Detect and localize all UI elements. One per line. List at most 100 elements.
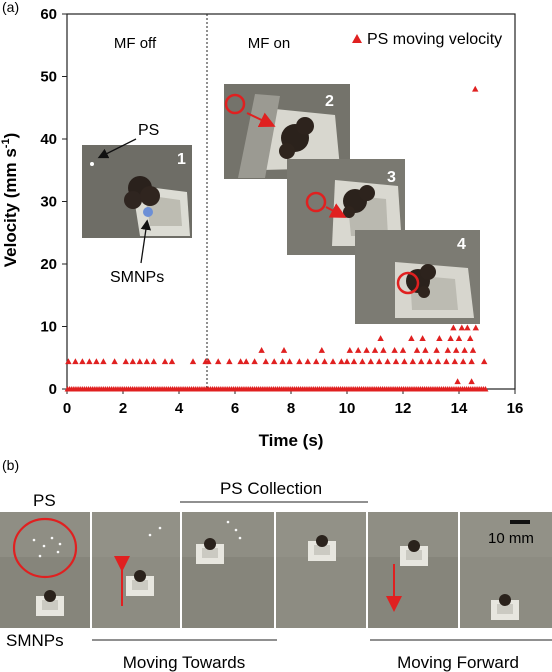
data-point [392,358,400,365]
x-ticks: 0 2 4 6 8 10 12 14 16 [63,389,524,417]
data-point [321,358,328,365]
data-point [189,358,197,365]
data-point [329,358,337,365]
inset-number-2: 2 [325,93,334,110]
x-tick-label: 10 [339,400,356,417]
panel-label-b: (b) [2,457,19,473]
ps-circle [12,517,78,579]
inset-number-4: 4 [457,236,466,253]
data-point [72,358,79,365]
data-point [450,324,457,331]
data-point [111,358,118,365]
data-point [444,347,451,353]
y-tick-label: 20 [40,256,57,273]
x-tick-label: 12 [395,400,412,417]
label-ps-b: PS [33,491,56,510]
data-point [380,347,387,353]
data-point [384,358,391,365]
inset-label-ps: PS [138,122,159,139]
data-point [313,358,320,365]
data-point [129,358,136,365]
inset-label-smnps: SMNPs [110,269,164,286]
data-point [271,358,278,365]
region-label-mf-off: MF off [114,35,157,52]
data-point [79,358,86,365]
region-label-mf-on: MF on [248,35,291,52]
inset-number-1: 1 [177,151,186,168]
data-point [399,347,407,353]
inset-photo-3 [287,159,405,255]
data-point [464,324,471,331]
inset-ps-arrow [97,138,137,159]
y-axis-label: Velocity (mm s-1) [0,133,20,268]
y-axis-unit-superscript: -1 [0,138,12,148]
data-point [413,347,421,353]
data-point [447,335,454,341]
data-point [376,358,383,365]
inset-photo-4 [355,230,480,324]
data-point [100,358,107,365]
data-point [262,358,269,365]
y-tick-label: 0 [49,381,57,398]
data-point [468,358,475,365]
data-point [122,358,129,365]
data-point [458,324,465,331]
data-point [443,358,450,365]
data-point [401,358,408,365]
data-point [451,358,458,365]
x-tick-label: 2 [119,400,127,417]
data-point [304,358,311,365]
data-point [359,358,366,365]
data-point [280,347,288,353]
inset-smnps-arrow [140,219,152,264]
data-point [346,347,353,353]
data-point [318,347,325,353]
y-tick-label: 40 [40,131,57,148]
data-point [136,358,143,365]
x-tick-label: 8 [287,400,295,417]
data-point [226,358,233,365]
y-tick-label: 10 [40,319,57,336]
legend-label: PS moving velocity [367,31,502,48]
y-tick-label: 60 [40,6,57,23]
x-tick-label: 0 [63,400,71,417]
legend-marker [352,34,362,43]
data-point [363,347,370,353]
y-ticks: 0 10 20 30 40 50 60 [40,6,67,398]
data-point [93,358,100,365]
data-point [371,347,379,353]
data-point [367,358,374,365]
data-point [296,358,303,365]
data-point [453,347,460,353]
inset-photo-1 [82,145,192,238]
data-point [434,358,442,365]
data-point [472,324,479,331]
y-tick-label: 50 [40,69,57,86]
x-tick-label: 14 [451,400,468,417]
label-moving-forward: Moving Forward [397,653,519,672]
data-point [418,358,425,365]
data-point [472,85,479,92]
data-point [436,335,443,341]
scale-bar-label: 10 mm [488,530,534,547]
data-point [461,347,468,353]
data-point [65,358,72,365]
data-point [343,358,351,365]
data-point [237,358,244,365]
data-point [161,358,169,365]
x-axis-label: Time (s) [259,431,324,450]
data-point [150,358,157,365]
label-ps-collection: PS Collection [220,479,322,498]
data-point [468,378,475,385]
data-point [205,358,212,365]
data-point [481,358,488,365]
data-point [350,358,358,365]
x-tick-label: 16 [507,400,524,417]
data-point [482,386,489,392]
data-point [215,358,222,365]
data-point [143,358,150,365]
label-smnps-b: SMNPs [6,631,64,650]
data-point [433,347,440,353]
data-point [419,335,426,341]
